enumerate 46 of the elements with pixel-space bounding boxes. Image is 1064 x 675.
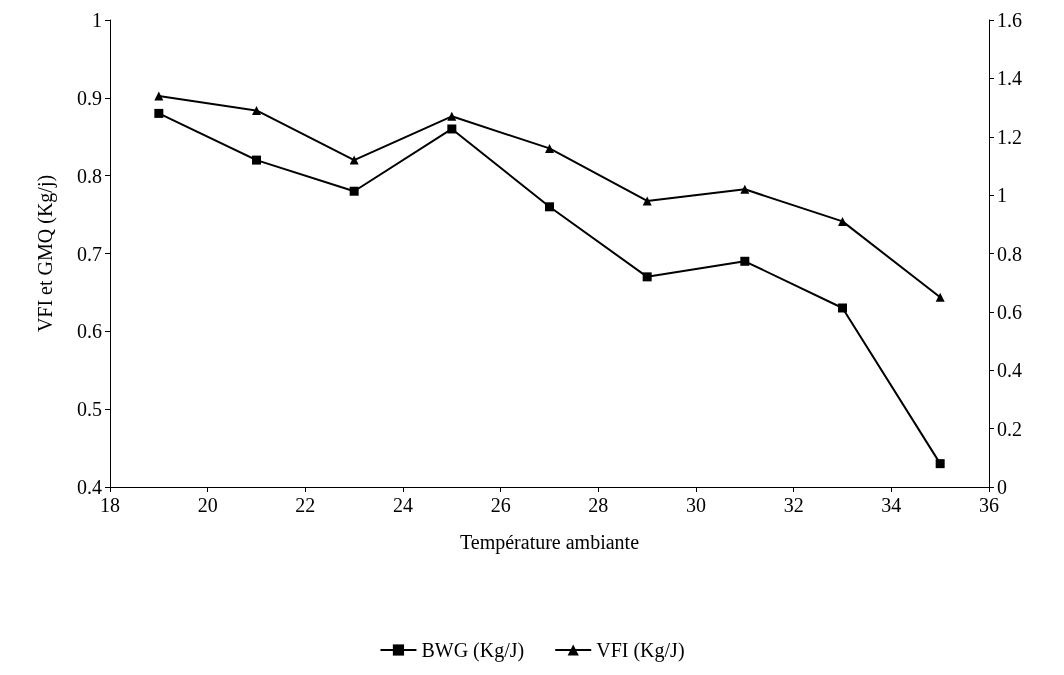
y-tick-label: 0.5 — [77, 398, 102, 421]
point — [935, 459, 945, 469]
y-tick-label: 0.6 — [77, 320, 102, 343]
y2-tick-label: 0.2 — [997, 417, 1022, 440]
x-tick-label: 28 — [588, 494, 609, 516]
y-tick-label: 1 — [92, 9, 102, 31]
x-tick-label: 26 — [490, 494, 511, 516]
x-tick-label: 24 — [393, 494, 413, 516]
y2-tick-label: 0 — [997, 476, 1007, 498]
y-axis-title: VFI et GMQ (Kg/j) — [34, 174, 57, 333]
point — [447, 111, 457, 121]
y2-tick-label: 1.6 — [997, 9, 1022, 31]
x-tick-label: 30 — [686, 494, 706, 516]
point — [252, 155, 261, 165]
point — [545, 143, 554, 153]
y2-tick-label: 0.6 — [997, 300, 1022, 323]
x-tick-label: 36 — [979, 494, 999, 516]
y2-tick-label: 1.4 — [997, 67, 1022, 90]
point — [349, 155, 359, 165]
x-axis-title: Température ambiante — [459, 531, 640, 554]
legend-label: VFI (Kg/J) — [596, 639, 685, 662]
y2-tick-label: 0.8 — [997, 242, 1022, 265]
point — [349, 186, 359, 196]
y2-tick-label: 0.4 — [997, 359, 1022, 382]
point — [740, 256, 750, 266]
x-tick-label: 20 — [197, 494, 218, 516]
x-tick-label: 32 — [783, 494, 804, 516]
point — [642, 272, 652, 282]
y2-tick-label: 1.2 — [997, 125, 1022, 148]
legend-label: BWG (Kg/J) — [421, 639, 525, 662]
y-tick-label: 0.9 — [77, 86, 102, 109]
point — [740, 184, 750, 194]
y-tick-label: 0.8 — [77, 164, 102, 187]
y-tick-label: 0.7 — [77, 242, 102, 265]
point — [252, 105, 261, 115]
point — [154, 108, 164, 118]
y-tick-label: 0.4 — [77, 476, 102, 498]
point — [838, 303, 847, 313]
x-tick-label: 22 — [295, 494, 316, 516]
point — [935, 292, 945, 302]
x-tick-label: 18 — [100, 494, 120, 516]
y2-tick-label: 1 — [997, 184, 1007, 207]
x-tick-label: 34 — [881, 494, 902, 516]
point — [447, 124, 457, 134]
point — [838, 216, 847, 226]
point — [545, 202, 554, 212]
